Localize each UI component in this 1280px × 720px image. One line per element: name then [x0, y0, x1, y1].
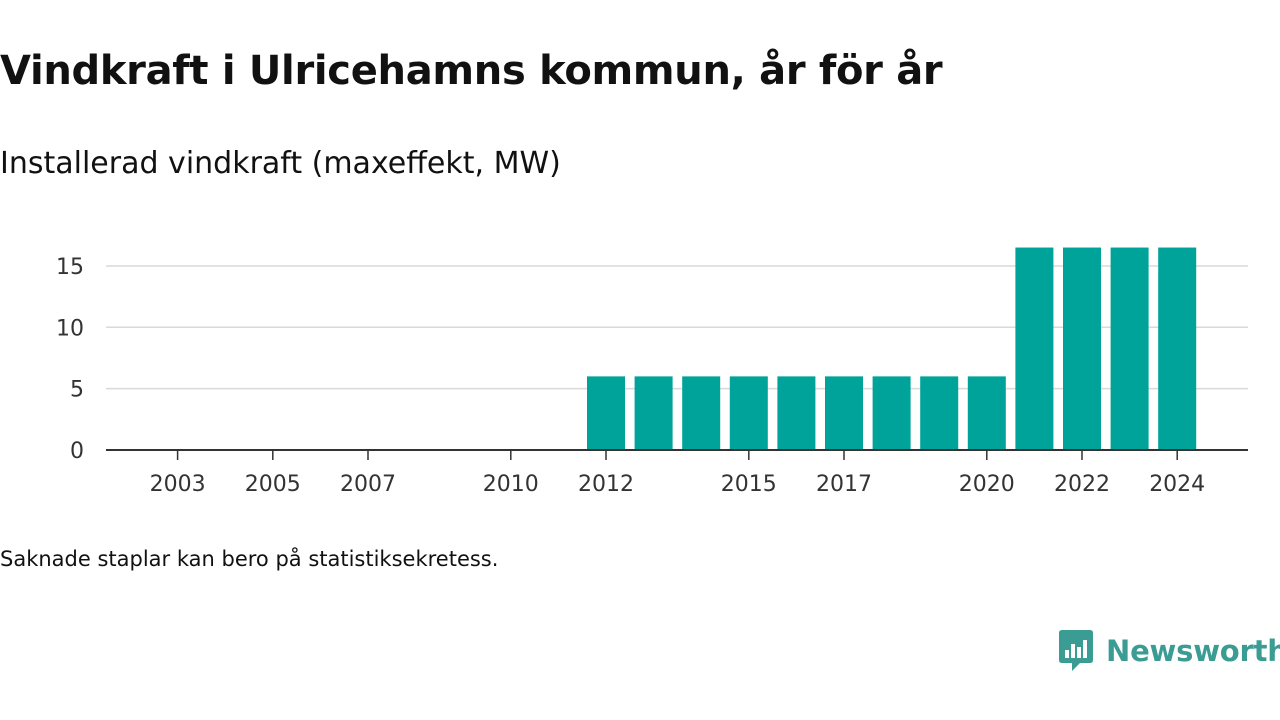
x-tick-label: 2007 [340, 472, 396, 497]
bar-2020 [967, 376, 1006, 450]
x-tick-label: 2017 [816, 472, 872, 497]
bar-2018 [872, 376, 911, 450]
x-tick-label: 2024 [1149, 472, 1205, 497]
chart-title: Vindkraft i Ulricehamns kommun, år för å… [0, 48, 943, 94]
bar-2019 [920, 376, 959, 450]
gridlines [106, 265, 1248, 390]
bar-2023 [1110, 247, 1149, 450]
x-tick-label: 2015 [721, 472, 777, 497]
bar-2017 [825, 376, 863, 450]
bar-2024 [1158, 247, 1197, 450]
x-tick-label: 2020 [959, 472, 1015, 497]
bar-2013 [634, 376, 673, 450]
x-tick-label: 2022 [1054, 472, 1110, 497]
footnote: Saknade staplar kan bero på statistiksek… [0, 547, 499, 571]
newsworthy-logo-icon [1059, 630, 1093, 671]
y-tick-label: 5 [70, 378, 84, 403]
y-tick-label: 0 [70, 439, 84, 464]
x-tick-label: 2003 [150, 472, 206, 497]
bar-2016 [777, 376, 816, 450]
chart-subtitle: Installerad vindkraft (maxeffekt, MW) [0, 146, 561, 181]
brand[interactable]: Newsworthy [1058, 628, 1280, 674]
x-tick-label: 2005 [245, 472, 301, 497]
x-tick-label: 2012 [578, 472, 634, 497]
bar-2021 [1015, 247, 1054, 450]
y-tick-label: 15 [56, 255, 84, 280]
x-axis-ticks: 2003 2005 2007 2010 2012 2015 2017 2020 2022 2024 [150, 450, 1205, 497]
y-axis-ticks: 0 5 10 15 [56, 255, 84, 464]
bar-2022 [1063, 247, 1101, 450]
bar-2012 [587, 376, 625, 450]
bar-2015 [729, 376, 768, 450]
brand-name: Newsworthy [1106, 634, 1280, 668]
y-tick-label: 10 [56, 316, 84, 341]
bar-2014 [682, 376, 721, 450]
x-tick-label: 2010 [483, 472, 539, 497]
bars [587, 247, 1197, 450]
